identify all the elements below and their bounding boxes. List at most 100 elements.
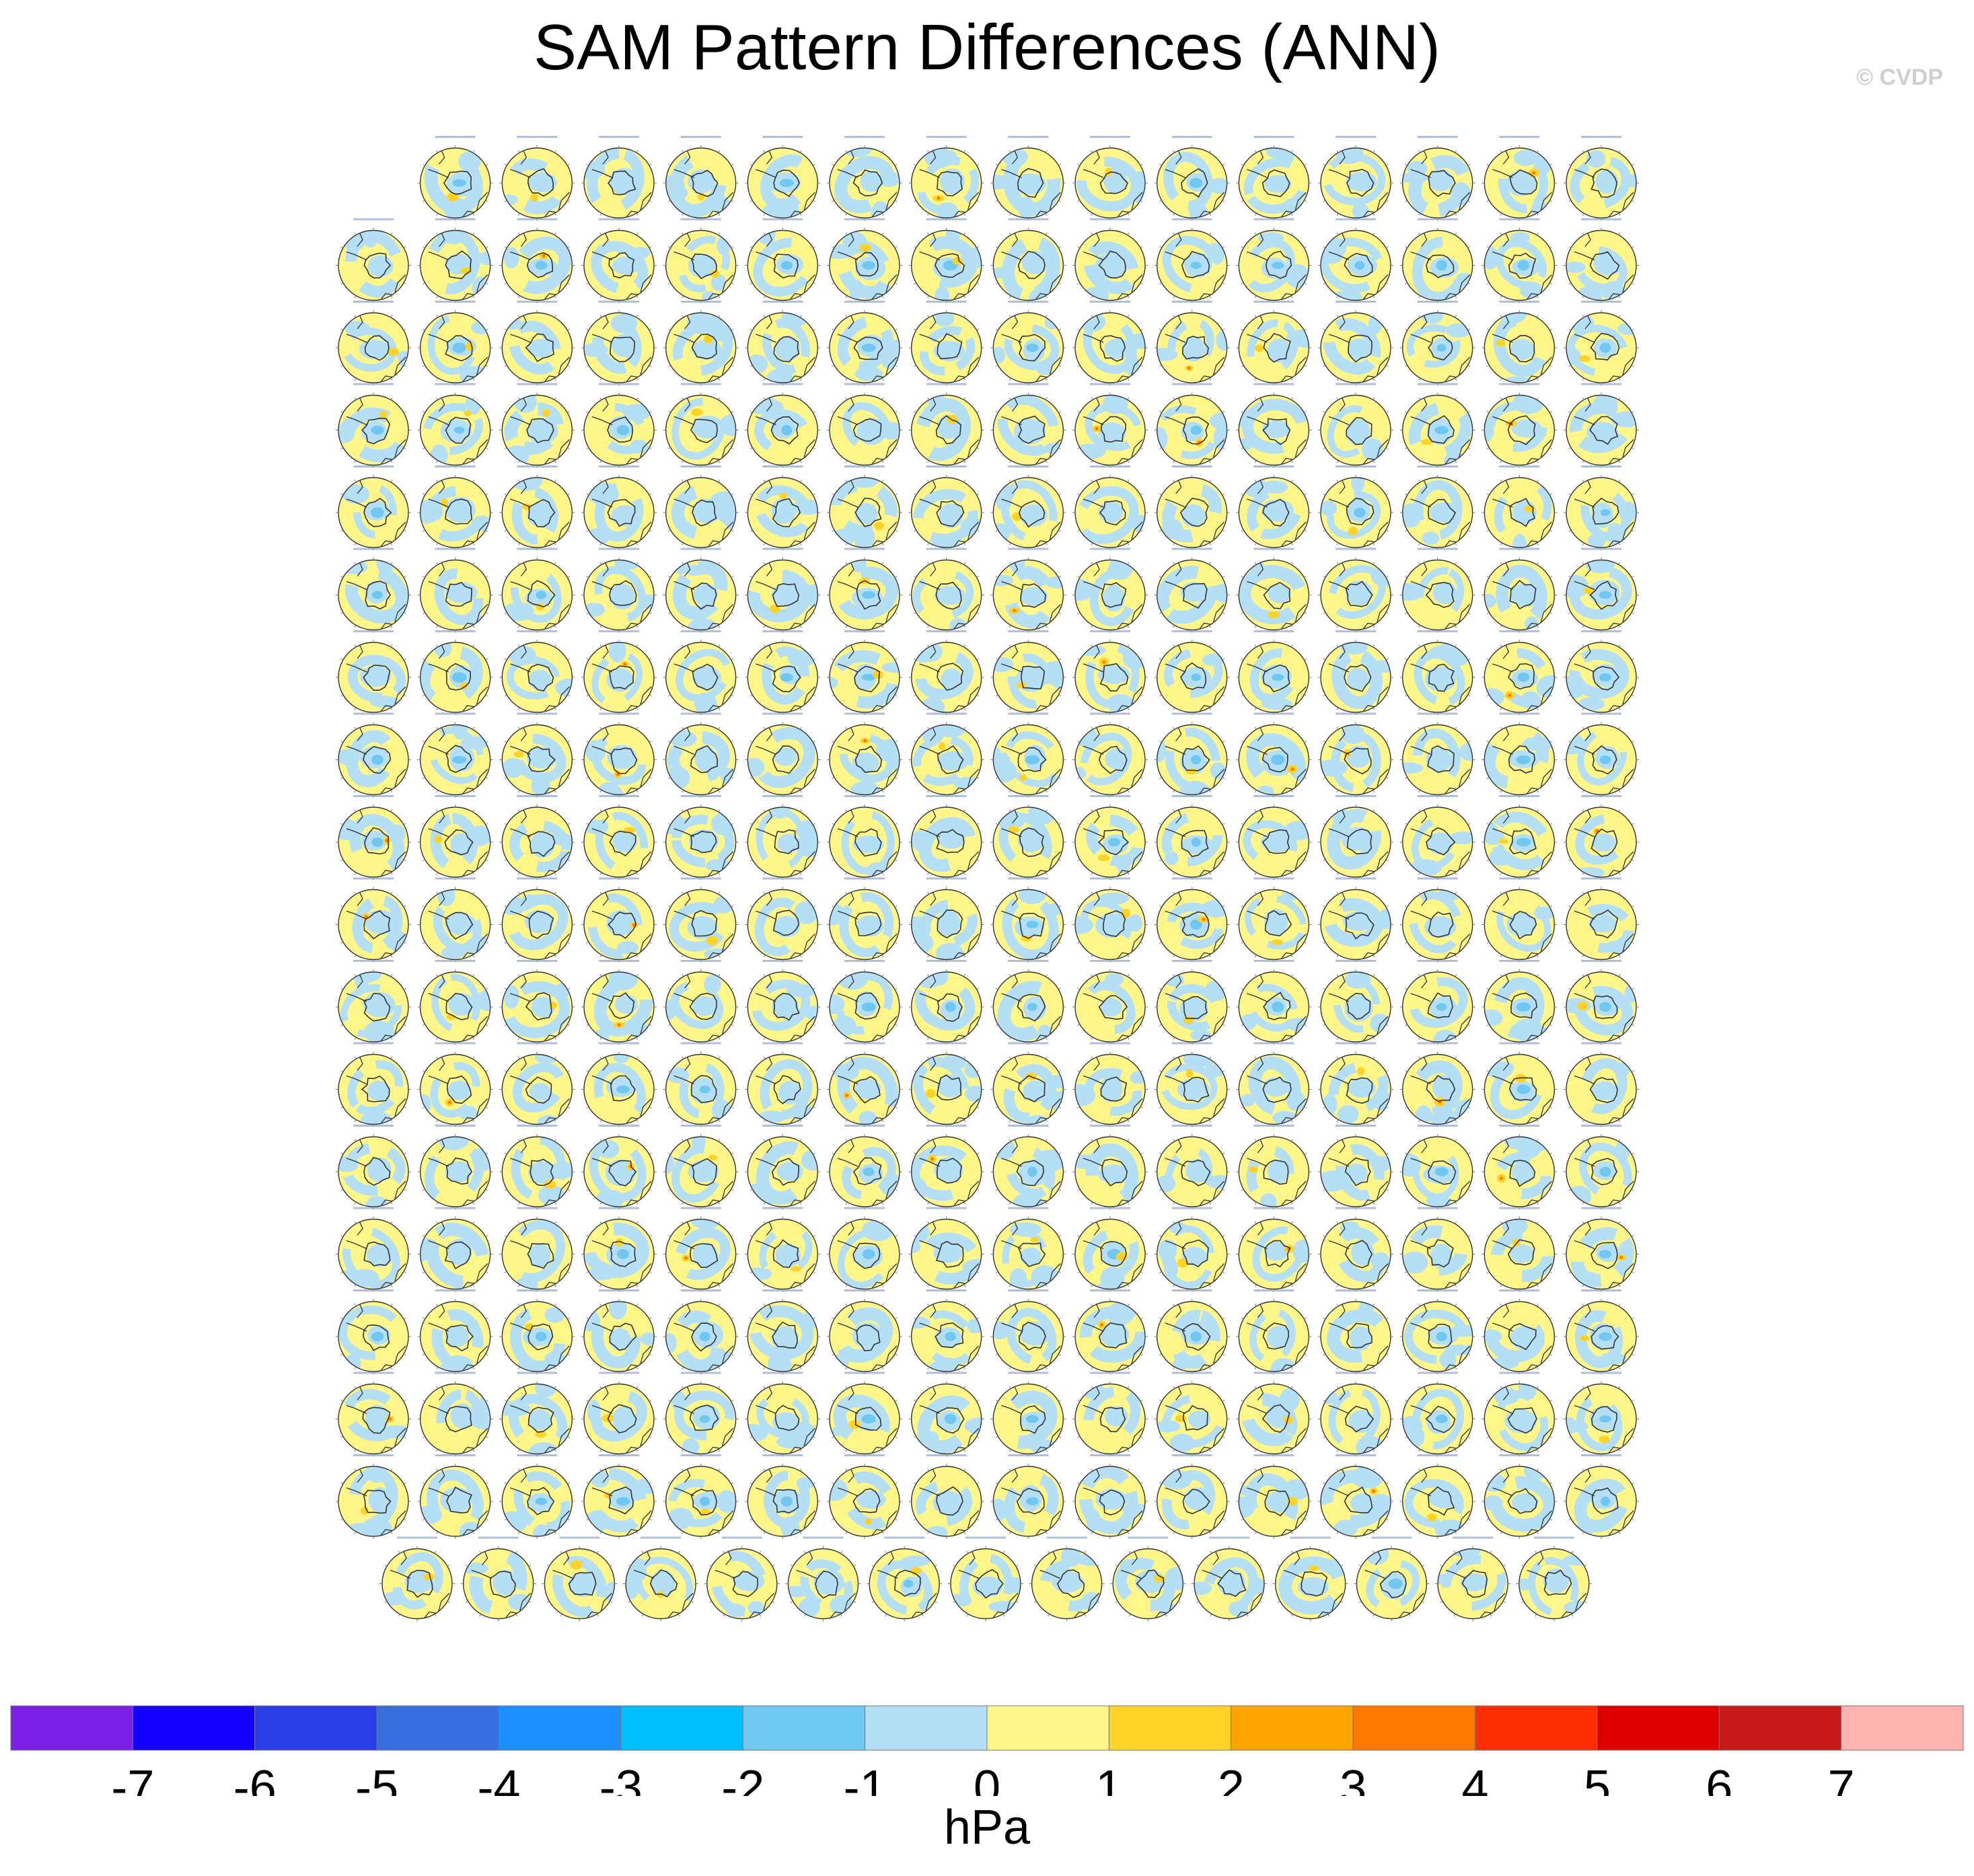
panel [827,383,902,468]
panel-tick [1091,809,1093,813]
panel-tick [963,397,966,400]
panel-tick [422,658,425,661]
panel-tick [995,859,998,862]
panel-tick [845,1037,848,1040]
panel-tick [354,707,357,710]
contour-fill [1257,785,1274,795]
panel-tick [1159,447,1162,449]
panel-tick [517,1037,520,1040]
coastline [1377,274,1389,293]
coastline [848,807,854,824]
panel-tick [1323,163,1326,166]
panel-tick [1385,328,1389,331]
coastline [1165,828,1185,837]
coastline [1591,745,1617,775]
coastline [885,274,898,293]
contour-fill [912,569,974,622]
panel-tick [718,891,721,895]
panel-tick [845,213,848,216]
panel-tick [1582,872,1584,875]
panel-caption [517,218,558,221]
contour-fill [1163,648,1223,698]
contour-fill [1534,906,1555,920]
panel-tick [567,200,571,202]
panel-tick [682,954,684,958]
panel-tick [1209,1056,1212,1059]
panel-tick [995,658,998,661]
panel-tick [403,612,406,614]
panel-tick [1336,644,1339,648]
panel [1318,960,1393,1045]
contour-fill [1026,920,1039,929]
panel-caption [353,1125,394,1127]
panel-tick [1373,974,1375,977]
panel-tick [1323,987,1326,990]
panel [990,877,1066,963]
panel-caption [762,960,803,962]
panel-tick [763,377,766,381]
panel-tick [1127,726,1130,730]
contour-fill [934,313,955,327]
panel-caption [1253,630,1294,632]
panel-tick [1568,694,1572,697]
panel-tick [1173,150,1175,153]
panel-tick [554,1119,556,1123]
panel-tick [963,625,966,628]
coastline [1362,622,1377,630]
coastline [766,807,773,824]
contour-fill [1122,648,1145,669]
coastline [1093,724,1100,741]
contour-fill [453,426,465,434]
panel-tick [436,1037,439,1040]
panel-tick [1373,460,1375,463]
panel-tick [718,397,721,400]
panel-tick [1549,246,1553,248]
contour-fill [1027,1115,1048,1125]
panel-tick [472,1037,475,1040]
coastline [707,622,721,630]
contour-fill [1131,184,1145,204]
panel [336,383,411,468]
coastline [773,254,799,278]
coastline [1584,230,1591,247]
panel-tick [682,397,684,400]
panel-tick [1568,987,1572,990]
contour-fill [1285,264,1309,289]
panel-tick [599,1139,602,1142]
panel-tick [1373,542,1375,546]
panel-tick [1304,493,1307,496]
coastline [937,745,964,774]
panel [1072,301,1148,385]
contour-fill [937,829,965,849]
panel-tick [731,658,734,661]
panel-tick [436,625,439,628]
panel-tick [567,411,571,413]
coastline [1001,828,1022,837]
contour-fill [1210,242,1224,265]
panel-tick [517,891,520,895]
panel-tick [636,625,638,628]
panel-caption [1336,218,1376,221]
panel-tick [1077,942,1081,944]
panel-tick [913,658,916,661]
panel-tick [1045,707,1048,710]
panel-caption [1090,301,1130,303]
panel-tick [718,460,721,463]
panel [827,630,902,715]
panel-tick [1304,447,1307,449]
panel-tick [1486,905,1490,907]
coastline [692,663,719,691]
panel-tick [1058,411,1062,413]
panel-tick [894,694,898,697]
panel-tick [763,809,766,813]
panel-tick [586,823,589,825]
panel-tick [1385,447,1389,449]
panel-tick [1127,809,1130,813]
panel-tick [927,232,930,235]
panel-tick [682,872,684,875]
coastline [1213,521,1225,540]
panel-tick [813,200,816,202]
coastline [856,580,881,610]
panel-tick [436,397,439,400]
panel-caption [1008,301,1049,303]
